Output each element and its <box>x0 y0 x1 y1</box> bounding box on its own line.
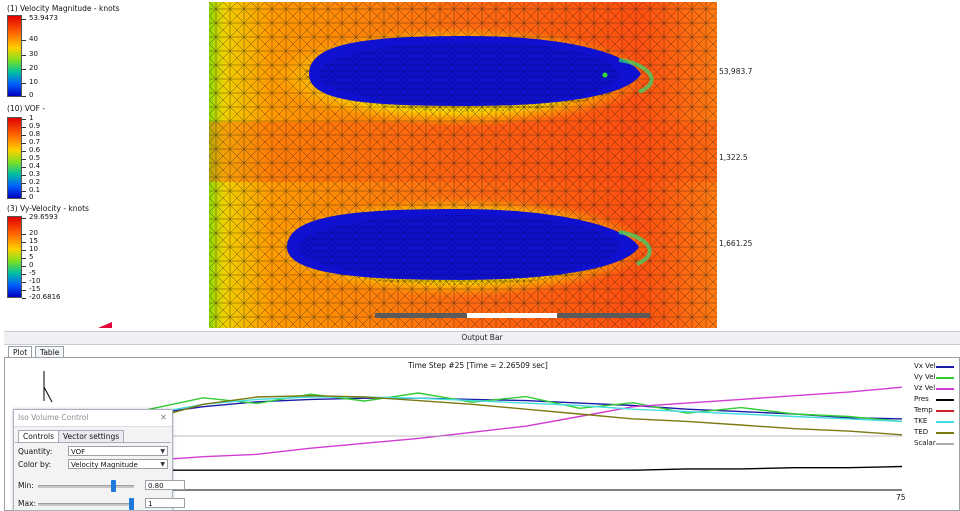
min-slider-handle[interactable] <box>110 480 116 492</box>
legend-tick: -5 <box>22 269 36 277</box>
legend-tick: -15 <box>21 285 41 293</box>
colorbar <box>7 216 22 298</box>
legend-swatch <box>936 399 954 401</box>
legend-title: (3) Vy-Velocity - knots <box>7 204 89 213</box>
legend-tick: 1 <box>21 114 34 122</box>
min-slider[interactable] <box>38 480 134 492</box>
legend-tick: 20 <box>22 64 38 72</box>
legend-tick: 0.6 <box>21 146 41 154</box>
legend-tick: 5 <box>21 253 34 261</box>
chevron-down-icon: ▼ <box>160 448 165 455</box>
legend-swatch <box>936 421 954 423</box>
max-input[interactable]: 1 <box>145 498 185 508</box>
legend-tick: 20 <box>22 229 38 237</box>
legend-entry: TED <box>914 428 929 436</box>
legend-tick: 0.7 <box>21 138 41 146</box>
legend-swatch <box>936 432 954 434</box>
legend-tick: 53.9473 <box>22 14 58 22</box>
series-line-vy-vel <box>41 392 903 449</box>
legend-swatch <box>936 388 954 390</box>
chevron-down-icon: ▼ <box>160 461 165 468</box>
plot-title: Time Step #25 [Time = 2.26509 sec] <box>408 361 548 370</box>
legend-entry: Scalar <box>914 439 936 447</box>
legend-tick: 0.4 <box>21 162 41 170</box>
velocity-contour-plot <box>209 2 717 328</box>
legend-tick: 0 <box>21 91 34 99</box>
colorbar <box>7 15 22 97</box>
legend-entry: Pres <box>914 395 929 403</box>
legend-entry: TKE <box>914 417 928 425</box>
series-line-tke <box>41 396 903 455</box>
legend-swatch <box>936 366 954 368</box>
max-slider-handle[interactable] <box>129 498 134 510</box>
tab-vector-settings[interactable]: Vector settings <box>58 430 125 442</box>
close-icon[interactable]: ✕ <box>160 413 167 422</box>
legend-entry: Vz Vel <box>914 384 936 392</box>
legend-title: (10) VOF - <box>7 104 46 113</box>
legend-swatch <box>936 443 954 445</box>
max-slider[interactable] <box>38 498 134 510</box>
legend-tick: 0.3 <box>21 170 41 178</box>
legend-tick: 40 <box>22 35 38 43</box>
legend-tick: 0 <box>21 193 34 201</box>
axis-label: 1,661.25 <box>719 239 753 248</box>
legend-tick: 15 <box>22 237 38 245</box>
series-line-pres <box>42 465 903 471</box>
axis-triad-icon <box>98 322 112 328</box>
time-history-chart <box>41 371 903 491</box>
quantity-select[interactable]: VOF ▼ <box>68 446 168 456</box>
legend-tick: 30 <box>22 50 38 58</box>
min-label: Min: <box>18 481 34 490</box>
output-bar-header[interactable]: Output Bar <box>4 331 960 345</box>
legend-swatch <box>936 377 954 379</box>
tab-divider <box>15 442 171 443</box>
legend-tick: 10 <box>22 78 38 86</box>
legend-entry: Vx Vel <box>914 362 936 370</box>
legend-tick: 0.9 <box>21 122 41 130</box>
legend-tick: 0.5 <box>21 154 41 162</box>
tab-table[interactable]: Table <box>35 346 65 358</box>
series-line-vz-vel <box>41 386 903 468</box>
legend-tick: 0.8 <box>21 130 41 138</box>
legend-swatch <box>936 410 954 412</box>
color-by-select[interactable]: Velocity Magnitude ▼ <box>68 459 168 469</box>
tab-plot[interactable]: Plot <box>8 346 33 358</box>
series-line-ted <box>41 394 903 462</box>
iso-volume-dialog: Iso Volume Control ✕ Controls Vector set… <box>13 409 185 511</box>
axis-label: 53,983.7 <box>719 67 753 76</box>
color-by-value: Velocity Magnitude <box>71 461 138 469</box>
dialog-titlebar[interactable]: Iso Volume Control ✕ <box>14 410 172 427</box>
legend-tick: 29.6593 <box>22 213 58 221</box>
x-tick-label: 75 <box>896 493 906 502</box>
quantity-value: VOF <box>71 448 86 456</box>
legend-tick: -10 <box>21 277 41 285</box>
min-input[interactable]: 0.80 <box>145 480 185 490</box>
legend-tick: 10 <box>22 245 38 253</box>
tab-controls[interactable]: Controls <box>18 430 60 442</box>
y-axis-line <box>43 386 53 403</box>
legend-tick: 0 <box>21 261 34 269</box>
legend-tick: 0.2 <box>21 178 41 186</box>
legend-title: (1) Velocity Magnitude - knots <box>7 4 120 13</box>
dialog-title: Iso Volume Control <box>18 413 89 422</box>
axis-label: 1,322.5 <box>719 153 748 162</box>
quantity-label: Quantity: <box>18 447 53 456</box>
colorbar <box>7 117 22 199</box>
max-label: Max: <box>18 499 37 508</box>
color-by-label: Color by: <box>18 460 52 469</box>
legend-entry: Vy Vel <box>914 373 936 381</box>
3d-viewport[interactable] <box>209 2 717 328</box>
legend-entry: Temp <box>914 406 933 414</box>
legend-tick: 0.1 <box>21 186 41 194</box>
legend-tick: -20.6816 <box>21 293 61 301</box>
